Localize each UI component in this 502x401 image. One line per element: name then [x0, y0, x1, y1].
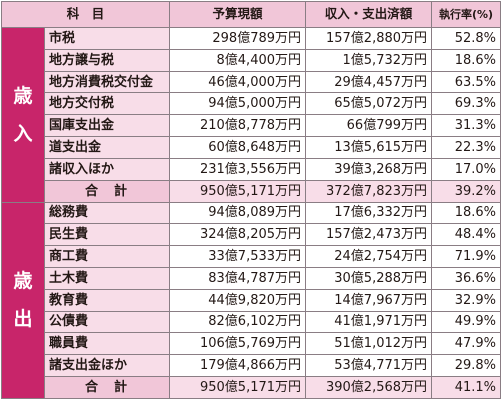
expenditure-total-row: 合計 950億5,171万円 390億2,568万円 41.1% [2, 376, 502, 399]
expenditure-side-label: 歳出 [1, 201, 45, 399]
spent-cell: 13億5,615万円 [305, 136, 433, 159]
revenue-side-label-char: 入 [13, 122, 33, 145]
rate-cell: 69.3% [431, 92, 502, 116]
budget-cell: 33億7,533万円 [169, 245, 307, 268]
expenditure-row: 歳出 総務費 94億8,089万円 17億6,332万円 18.6% [1, 201, 502, 399]
rate-cell: 32.9% [431, 288, 502, 312]
spent-cell: 157億2,880万円 [305, 27, 433, 50]
total-label: 合計 [43, 179, 171, 203]
header-item: 科 目 [0, 1, 171, 28]
revenue-side-label: 歳入 [1, 27, 45, 203]
revenue-row: 地方譲与税 8億4,400万円 1億5,732万円 18.6% [2, 48, 502, 72]
item-name: 道支出金 [43, 136, 171, 159]
revenue-side-label-text: 歳入 [13, 77, 32, 153]
budget-cell: 83億4,787万円 [169, 266, 307, 290]
spent-cell: 17億6,332万円 [305, 201, 433, 225]
rate-cell: 29.8% [431, 354, 502, 377]
spent-cell: 65億5,072万円 [305, 92, 433, 116]
spent-cell: 29億4,457万円 [305, 70, 433, 94]
revenue-row: 道支出金 60億8,648万円 13億5,615万円 22.3% [2, 136, 502, 159]
total-budget: 950億5,171万円 [169, 376, 307, 399]
item-name: 市税 [43, 27, 171, 50]
revenue-row: 地方消費税交付金 46億4,000万円 29億4,457万円 63.5% [2, 70, 502, 94]
expenditure-row: 職員費 106億5,769万円 51億1,012万円 47.9% [2, 332, 502, 356]
budget-cell: 210億8,778万円 [169, 114, 307, 138]
budget-cell: 106億5,769万円 [169, 332, 307, 356]
budget-cell: 231億3,556万円 [169, 157, 307, 181]
rate-cell: 22.3% [431, 136, 502, 159]
budget-cell: 324億8,205万円 [169, 223, 307, 247]
revenue-side-label-char: 歳 [13, 84, 33, 107]
budget-cell: 298億789万円 [169, 27, 307, 50]
spent-cell: 1億5,732万円 [305, 48, 433, 72]
budget-cell: 94億5,000万円 [169, 92, 307, 116]
rate-cell: 18.6% [431, 48, 502, 72]
total-budget: 950億5,171万円 [169, 179, 307, 203]
expenditure-side-label-text: 歳出 [13, 262, 32, 338]
budget-cell: 82億6,102万円 [169, 310, 307, 334]
item-name: 公債費 [43, 310, 171, 334]
item-name: 商工費 [43, 245, 171, 268]
total-rate: 39.2% [431, 179, 502, 203]
rate-cell: 47.9% [431, 332, 502, 356]
revenue-row: 国庫支出金 210億8,778万円 66億799万円 31.3% [2, 114, 502, 138]
item-name: 民生費 [43, 223, 171, 247]
rate-cell: 52.8% [431, 27, 502, 50]
header-rate: 執行率(%) [431, 1, 502, 28]
budget-cell: 44億9,820万円 [169, 288, 307, 312]
spent-cell: 24億2,754万円 [305, 245, 433, 268]
expenditure-row: 民生費 324億8,205万円 157億2,473万円 48.4% [2, 223, 502, 247]
budget-cell: 60億8,648万円 [169, 136, 307, 159]
budget-cell: 8億4,400万円 [169, 48, 307, 72]
rate-cell: 48.4% [431, 223, 502, 247]
expenditure-row: 教育費 44億9,820万円 14億7,967万円 32.9% [2, 288, 502, 312]
budget-cell: 179億4,866万円 [169, 354, 307, 377]
rate-cell: 49.9% [431, 310, 502, 334]
spent-cell: 39億3,268万円 [305, 157, 433, 181]
expenditure-row: 土木費 83億4,787万円 30億5,288万円 36.6% [2, 266, 502, 290]
spent-cell: 30億5,288万円 [305, 266, 433, 290]
spent-cell: 66億799万円 [305, 114, 433, 138]
item-name: 諸収入ほか [43, 157, 171, 181]
budget-cell: 46億4,000万円 [169, 70, 307, 94]
expenditure-side-label-char: 出 [13, 308, 33, 331]
spent-cell: 157億2,473万円 [305, 223, 433, 247]
rate-cell: 71.9% [431, 245, 502, 268]
rate-cell: 63.5% [431, 70, 502, 94]
rate-cell: 36.6% [431, 266, 502, 290]
rate-cell: 17.0% [431, 157, 502, 181]
item-name: 土木費 [43, 266, 171, 290]
item-name: 諸支出金ほか [43, 354, 171, 377]
rate-cell: 31.3% [431, 114, 502, 138]
total-rate: 41.1% [431, 376, 502, 399]
spent-cell: 53億4,771万円 [305, 354, 433, 377]
item-name: 地方譲与税 [43, 48, 171, 72]
spent-cell: 14億7,967万円 [305, 288, 433, 312]
spent-cell: 51億1,012万円 [305, 332, 433, 356]
revenue-total-row: 合計 950億5,171万円 372億7,823万円 39.2% [2, 179, 502, 203]
total-spent: 372億7,823万円 [305, 179, 433, 203]
header-spent: 収入・支出済額 [305, 1, 433, 28]
expenditure-side-label-char: 歳 [13, 270, 33, 293]
revenue-row: 歳入 市税 298億789万円 157億2,880万円 52.8% [1, 27, 502, 203]
expenditure-row: 商工費 33億7,533万円 24億2,754万円 71.9% [2, 245, 502, 268]
expenditure-row: 諸支出金ほか 179億4,866万円 53億4,771万円 29.8% [2, 354, 502, 377]
total-spent: 390億2,568万円 [305, 376, 433, 399]
revenue-row: 諸収入ほか 231億3,556万円 39億3,268万円 17.0% [2, 157, 502, 181]
item-name: 国庫支出金 [43, 114, 171, 138]
item-name: 総務費 [43, 201, 171, 225]
expenditure-row: 公債費 82億6,102万円 41億1,971万円 49.9% [2, 310, 502, 334]
item-name: 教育費 [43, 288, 171, 312]
budget-cell: 94億8,089万円 [169, 201, 307, 225]
total-label: 合計 [43, 376, 171, 399]
revenue-row: 地方交付税 94億5,000万円 65億5,072万円 69.3% [2, 92, 502, 116]
header-budget: 予算現額 [169, 1, 307, 28]
item-name: 職員費 [43, 332, 171, 356]
spent-cell: 41億1,971万円 [305, 310, 433, 334]
rate-cell: 18.6% [431, 201, 502, 225]
item-name: 地方交付税 [43, 92, 171, 116]
item-name: 地方消費税交付金 [43, 70, 171, 94]
header-row: 科 目 予算現額 収入・支出済額 執行率(%) [0, 1, 502, 28]
